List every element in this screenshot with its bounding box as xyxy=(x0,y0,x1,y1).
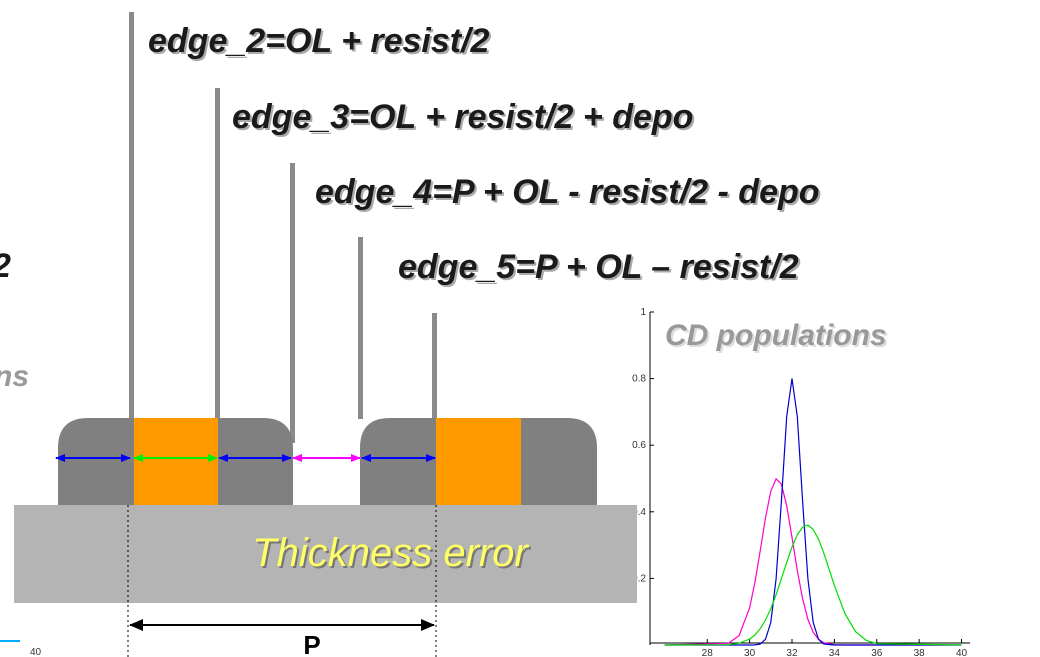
edge-line xyxy=(290,163,295,443)
resist-core xyxy=(436,418,521,505)
x-tick-label: 30 xyxy=(744,648,756,657)
cropped-text: 40 xyxy=(30,647,42,657)
x-tick-label: 32 xyxy=(786,648,798,657)
y-tick-label: 1 xyxy=(640,307,646,318)
equation: edge_3=OL + resist/2 + depo xyxy=(232,98,693,136)
equation-shadow: edge_5=P + OL – resist/2 xyxy=(400,250,801,288)
equation: edge_4=P + OL - resist/2 - depo xyxy=(315,173,820,211)
x-tick-label: 36 xyxy=(871,648,883,657)
x-tick-label: 34 xyxy=(829,648,841,657)
cropped-text: 2 xyxy=(0,247,11,285)
substrate xyxy=(14,505,637,603)
cd-chart: 0.2 0.4 0.6 0.8 1 28 30 32 34 36 38 40 CD population… xyxy=(632,307,970,657)
y-tick-label: 0.6 xyxy=(632,440,646,451)
edge-line xyxy=(432,313,437,419)
edge-lines xyxy=(129,12,437,443)
cropped-text: ns xyxy=(0,360,29,393)
x-tick-label: 40 xyxy=(956,648,968,657)
y-tick-label: 0.2 xyxy=(632,573,646,584)
edge-line xyxy=(358,237,363,419)
substrate-label-shadow: Thickness error xyxy=(254,533,531,577)
resist-core xyxy=(134,418,218,505)
equation-shadow: edge_3=OL + resist/2 + depo xyxy=(234,100,695,138)
equation: edge_2=OL + resist/2 xyxy=(148,22,490,60)
y-tick-label: 0.8 xyxy=(632,374,646,385)
edge-line xyxy=(129,12,134,419)
edge-line xyxy=(215,88,220,419)
equation-shadow: edge_4=P + OL - resist/2 - depo xyxy=(317,175,822,213)
equations: edge_2=OL + resist/2 edge_2=OL + resist/… xyxy=(148,22,822,288)
substrate-label: Thickness error xyxy=(252,531,529,575)
chart-title-shadow: CD populations xyxy=(667,321,889,354)
x-tick-label: 38 xyxy=(914,648,926,657)
y-tick-label: 0.4 xyxy=(632,507,646,518)
curve xyxy=(664,524,962,646)
equation-shadow: edge_2=OL + resist/2 xyxy=(150,24,492,62)
equation: edge_5=P + OL – resist/2 xyxy=(398,248,799,286)
curve xyxy=(664,378,962,646)
x-tick-label: 28 xyxy=(702,648,714,657)
chart-title: CD populations xyxy=(665,319,887,352)
pitch-label: P xyxy=(303,630,320,657)
